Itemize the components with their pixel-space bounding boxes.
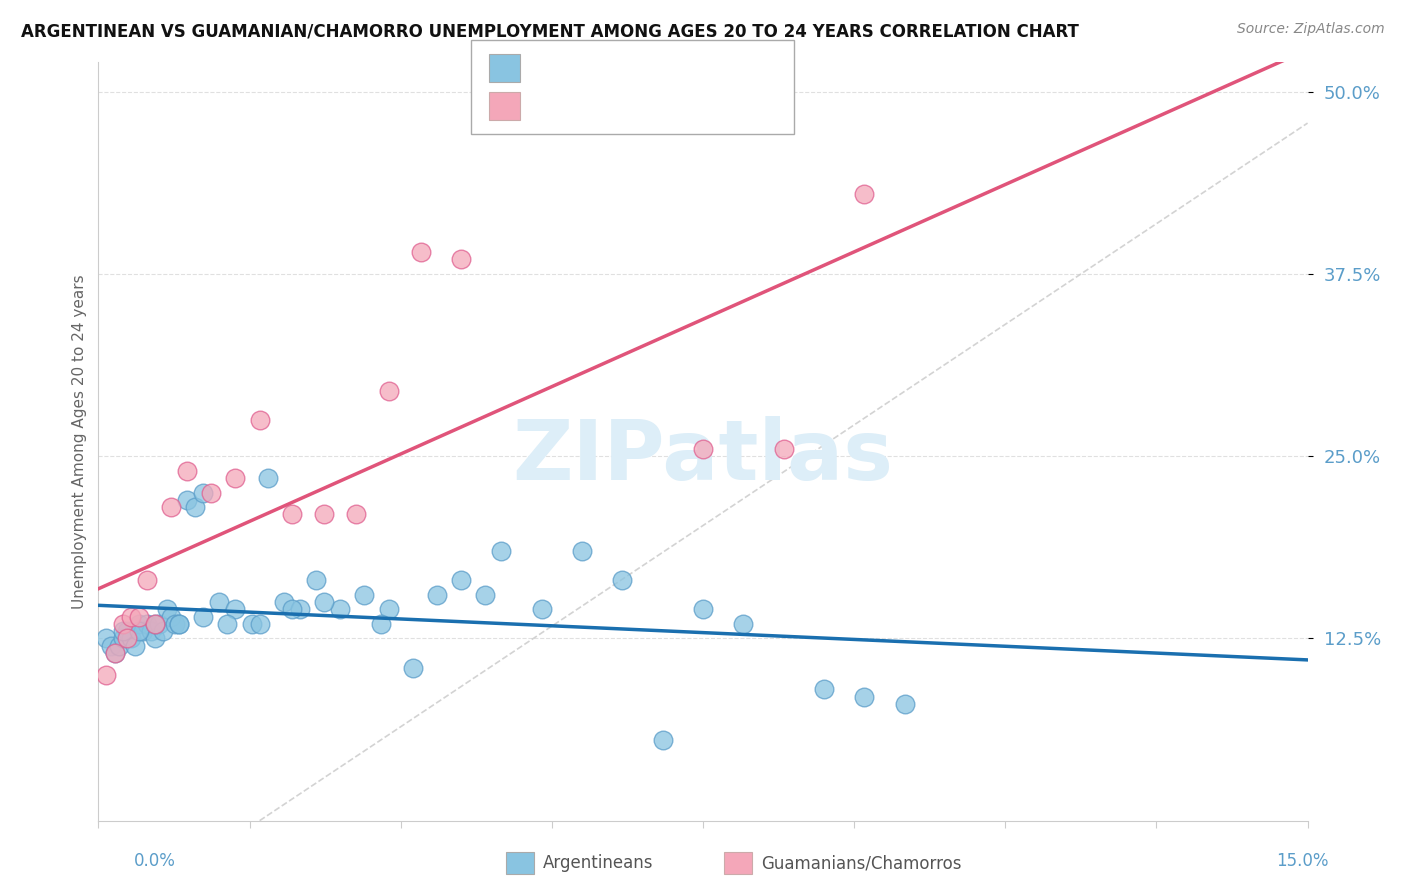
Point	[193, 609, 215, 624]
Point	[314, 595, 336, 609]
Point	[692, 602, 714, 616]
Text: 56: 56	[661, 59, 686, 77]
Point	[450, 252, 472, 267]
Point	[160, 500, 183, 515]
Text: 0.003: 0.003	[562, 59, 619, 77]
Point	[256, 471, 278, 485]
Point	[217, 616, 239, 631]
Point	[692, 442, 714, 456]
Point	[530, 602, 553, 616]
Point	[163, 616, 186, 631]
Point	[305, 573, 328, 587]
Text: 0.674: 0.674	[562, 97, 619, 115]
Point	[143, 616, 166, 631]
Text: ARGENTINEAN VS GUAMANIAN/CHAMORRO UNEMPLOYMENT AMONG AGES 20 TO 24 YEARS CORRELA: ARGENTINEAN VS GUAMANIAN/CHAMORRO UNEMPL…	[21, 22, 1078, 40]
Point	[120, 609, 142, 624]
Point	[426, 588, 449, 602]
Point	[813, 682, 835, 697]
Point	[103, 646, 125, 660]
Point	[772, 442, 794, 456]
Point	[100, 639, 122, 653]
Y-axis label: Unemployment Among Ages 20 to 24 years: Unemployment Among Ages 20 to 24 years	[72, 274, 87, 609]
Point	[409, 244, 432, 259]
Point	[128, 616, 150, 631]
Point	[281, 602, 304, 616]
Point	[143, 632, 166, 646]
Point	[152, 624, 174, 639]
Text: R =: R =	[529, 97, 574, 115]
Point	[893, 697, 915, 711]
Point	[139, 624, 162, 639]
Point	[128, 609, 150, 624]
Text: Argentineans: Argentineans	[543, 855, 654, 872]
Text: 0.0%: 0.0%	[134, 852, 176, 870]
Point	[208, 595, 231, 609]
Point	[249, 412, 271, 426]
Point	[651, 733, 673, 747]
Point	[329, 602, 352, 616]
Point	[353, 588, 375, 602]
Point	[370, 616, 392, 631]
Point	[167, 616, 190, 631]
Point	[402, 660, 425, 674]
Point	[377, 602, 399, 616]
Point	[156, 602, 179, 616]
Point	[115, 624, 138, 639]
Point	[132, 624, 155, 639]
Point	[96, 668, 118, 682]
Point	[612, 573, 634, 587]
Point	[120, 632, 142, 646]
Point	[273, 595, 295, 609]
Point	[200, 485, 222, 500]
Text: N =: N =	[626, 59, 665, 77]
Point	[148, 616, 170, 631]
Point	[124, 639, 146, 653]
Point	[491, 544, 513, 558]
Point	[249, 616, 271, 631]
Point	[135, 573, 157, 587]
Point	[474, 588, 496, 602]
Point	[176, 464, 198, 478]
Point	[135, 616, 157, 631]
Text: 15.0%: 15.0%	[1277, 852, 1329, 870]
Point	[224, 602, 246, 616]
Point	[733, 616, 755, 631]
Point	[853, 186, 876, 201]
Point	[314, 508, 336, 522]
Point	[377, 384, 399, 398]
Point	[450, 573, 472, 587]
Point	[288, 602, 311, 616]
Point	[167, 616, 190, 631]
Point	[111, 616, 134, 631]
Point	[193, 485, 215, 500]
Point	[128, 624, 150, 639]
Point	[96, 632, 118, 646]
Point	[281, 508, 304, 522]
Point	[111, 632, 134, 646]
Point	[224, 471, 246, 485]
Point	[143, 616, 166, 631]
Point	[344, 508, 367, 522]
Text: R =: R =	[529, 59, 574, 77]
Point	[853, 690, 876, 704]
Point	[115, 632, 138, 646]
Point	[240, 616, 263, 631]
Text: Guamanians/Chamorros: Guamanians/Chamorros	[761, 855, 962, 872]
Text: 22: 22	[661, 97, 686, 115]
Text: Source: ZipAtlas.com: Source: ZipAtlas.com	[1237, 22, 1385, 37]
Point	[184, 500, 207, 515]
Point	[103, 646, 125, 660]
Point	[176, 492, 198, 507]
Point	[160, 609, 183, 624]
Point	[107, 639, 129, 653]
Point	[571, 544, 593, 558]
Text: ZIPatlas: ZIPatlas	[513, 417, 893, 497]
Point	[111, 624, 134, 639]
Text: N =: N =	[626, 97, 665, 115]
